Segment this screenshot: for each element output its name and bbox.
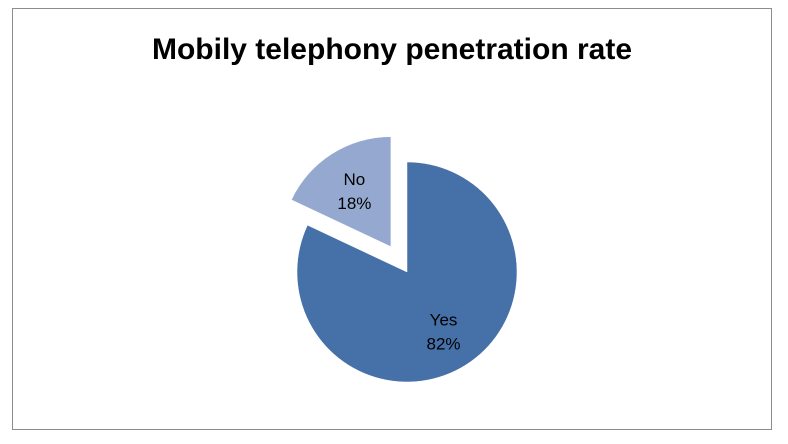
pie-slice-yes xyxy=(296,161,518,383)
slice-label-no: No xyxy=(344,170,366,189)
pie-slices xyxy=(291,136,518,383)
chart-title: Mobily telephony penetration rate xyxy=(151,33,633,66)
slice-value-yes: 82% xyxy=(427,335,461,354)
pie-slice-no xyxy=(291,136,392,248)
slice-label-yes: Yes xyxy=(430,311,458,330)
pie-labels: Yes 82% No 18% xyxy=(337,170,460,353)
slice-value-no: 18% xyxy=(337,194,371,213)
